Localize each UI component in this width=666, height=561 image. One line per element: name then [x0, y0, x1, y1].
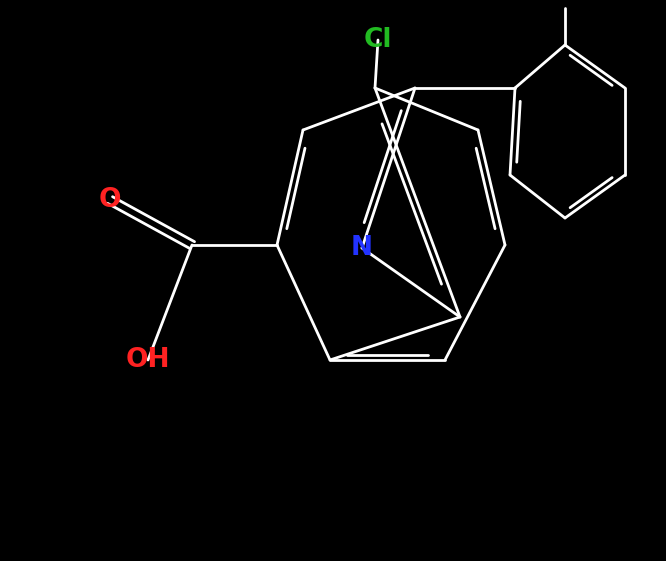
Text: OH: OH — [126, 347, 170, 373]
Text: O: O — [99, 187, 121, 213]
Text: N: N — [351, 235, 373, 261]
Text: Cl: Cl — [364, 27, 392, 53]
